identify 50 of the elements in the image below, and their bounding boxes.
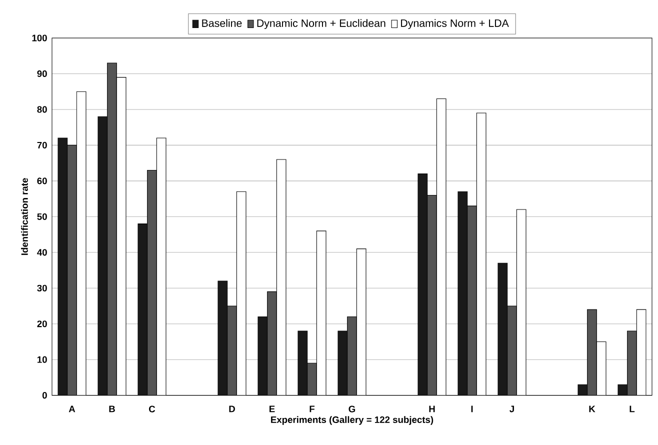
bar (627, 330, 637, 396)
bar (258, 316, 268, 396)
x-tick-label: B (109, 406, 115, 412)
x-tick-label: F (310, 406, 315, 412)
bar (338, 330, 348, 396)
legend-label: Dynamics Norm + LDA (401, 19, 509, 30)
x-tick-label: L (630, 406, 635, 412)
y-tick-label: 50 (37, 214, 47, 220)
x-tick-label: H (429, 406, 435, 412)
legend-label: Baseline (202, 19, 242, 28)
bar (458, 192, 468, 396)
y-tick-label: 0 (42, 392, 47, 399)
x-tick-label: G (348, 406, 356, 412)
x-tick-label: J (510, 406, 514, 412)
bar (298, 330, 308, 396)
bar (98, 116, 108, 396)
y-tick-label: 30 (37, 285, 47, 292)
bar (507, 306, 517, 396)
bar (587, 309, 597, 396)
x-tick-label: E (270, 406, 275, 412)
bar (107, 62, 117, 396)
bar (147, 170, 157, 396)
y-tick-label: 80 (37, 106, 47, 113)
bar (267, 292, 277, 396)
bar (58, 138, 68, 396)
bar (307, 363, 317, 396)
y-tick-label: 90 (37, 70, 47, 78)
bar (227, 306, 237, 396)
y-tick-label: 100 (32, 34, 47, 42)
bar (467, 206, 477, 396)
x-axis-title: Experiments (Gallery = 122 subjects) (271, 416, 434, 426)
y-tick-label: 20 (37, 320, 47, 328)
bar (347, 316, 357, 396)
x-tick-label: C (149, 406, 156, 412)
x-tick-label: A (68, 406, 76, 412)
y-tick-label: 40 (37, 249, 47, 256)
x-tick-label: K (589, 406, 596, 412)
x-tick-label: D (229, 406, 235, 412)
bar (418, 174, 428, 396)
bar (138, 224, 148, 396)
y-axis-title: Identification rate (21, 178, 28, 256)
bar (427, 195, 437, 396)
y-tick-label: 70 (37, 142, 47, 149)
y-tick-label: 60 (37, 178, 47, 184)
y-tick-label: 10 (37, 356, 47, 364)
bar (218, 280, 228, 396)
bar (67, 145, 77, 396)
legend-label: Dynamic Norm + Euclidean (257, 19, 386, 30)
bar (498, 263, 508, 396)
x-tick-label: I (471, 406, 473, 412)
